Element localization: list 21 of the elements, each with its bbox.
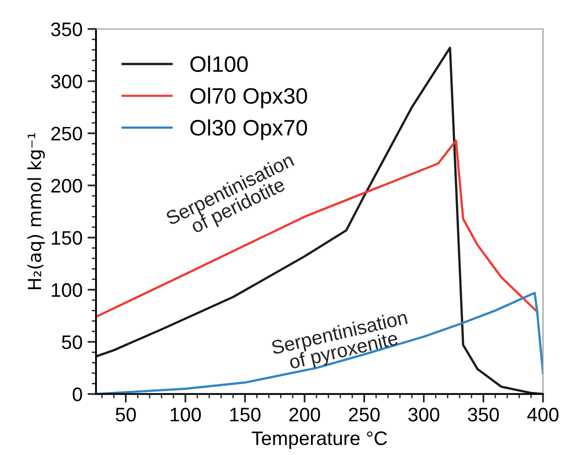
y-axis-title: H₂(aq) mmol kg⁻¹ [27,133,45,290]
x-tick-label: 350 [468,408,499,422]
x-tick-label: 400 [527,408,558,422]
legend-label: Ol100 [190,56,248,72]
x-tick-label: 150 [230,408,260,422]
y-tick-label: 200 [51,178,82,193]
x-tick-label: 250 [348,408,380,422]
legend-label: Ol70 Opx30 [190,87,308,108]
y-tick-label: 0 [72,387,82,402]
x-tick-label: 50 [116,408,136,422]
x-axis-title: Temperature °C [252,431,387,449]
x-tick-label: 200 [289,408,320,422]
y-tick-label: 50 [62,335,82,350]
y-tick-label: 250 [51,126,82,141]
y-tick-label: 300 [51,74,82,88]
x-tick-label: 100 [170,408,201,422]
legend-label: Ol30 Opx70 [190,119,308,140]
y-tick-label: 100 [52,283,82,297]
y-tick-label: 150 [52,231,82,245]
y-tick-label: 350 [51,22,82,36]
x-tick-label: 300 [408,408,440,422]
